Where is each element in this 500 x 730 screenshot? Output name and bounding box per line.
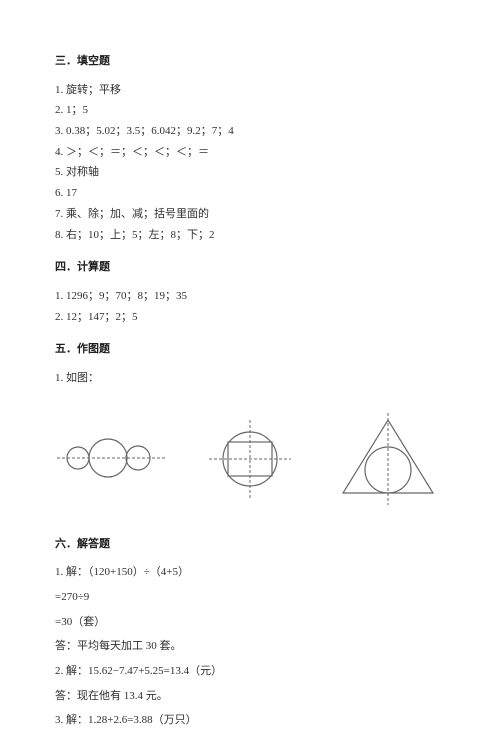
s5-item-1: 1. 如图： — [55, 369, 445, 388]
s4-item-1: 1. 1296；9；70；8；19；35 — [55, 287, 445, 306]
s3-item-8: 8. 右；10；上；5；左；8；下；2 — [55, 226, 445, 245]
s6-step-3: =30（套） — [55, 613, 445, 632]
figure-row — [55, 413, 445, 505]
s3-item-4: 4. ＞；＜；＝；＜；＜；＜；＝ — [55, 143, 445, 162]
s6-step-4: 答：平均每天加工 30 套。 — [55, 637, 445, 656]
section-5-title: 五．作图题 — [55, 340, 445, 359]
figure-3 — [333, 413, 443, 505]
s3-item-6: 6. 17 — [55, 184, 445, 203]
figure-2 — [203, 420, 298, 498]
s3-item-3: 3. 0.38；5.02；3.5；6.042；9.2；7；4 — [55, 122, 445, 141]
s3-item-2: 2. 1；5 — [55, 101, 445, 120]
s6-step-2: =270÷9 — [55, 588, 445, 607]
s3-item-1: 1. 旋转；平移 — [55, 81, 445, 100]
figure-1 — [57, 431, 167, 486]
section-3-title: 三．填空题 — [55, 52, 445, 71]
s3-item-5: 5. 对称轴 — [55, 163, 445, 182]
s6-step-6: 答：现在他有 13.4 元。 — [55, 687, 445, 706]
section-4-title: 四．计算题 — [55, 258, 445, 277]
s4-item-2: 2. 12；147；2；5 — [55, 308, 445, 327]
s6-step-1: 1. 解：（120+150）÷（4+5） — [55, 563, 445, 582]
s3-item-7: 7. 乘、除；加、减；括号里面的 — [55, 205, 445, 224]
s6-step-7: 3. 解：1.28+2.6=3.88（万只） — [55, 711, 445, 730]
s6-step-5: 2. 解：15.62−7.47+5.25=13.4（元） — [55, 662, 445, 681]
section-6-title: 六．解答题 — [55, 535, 445, 554]
